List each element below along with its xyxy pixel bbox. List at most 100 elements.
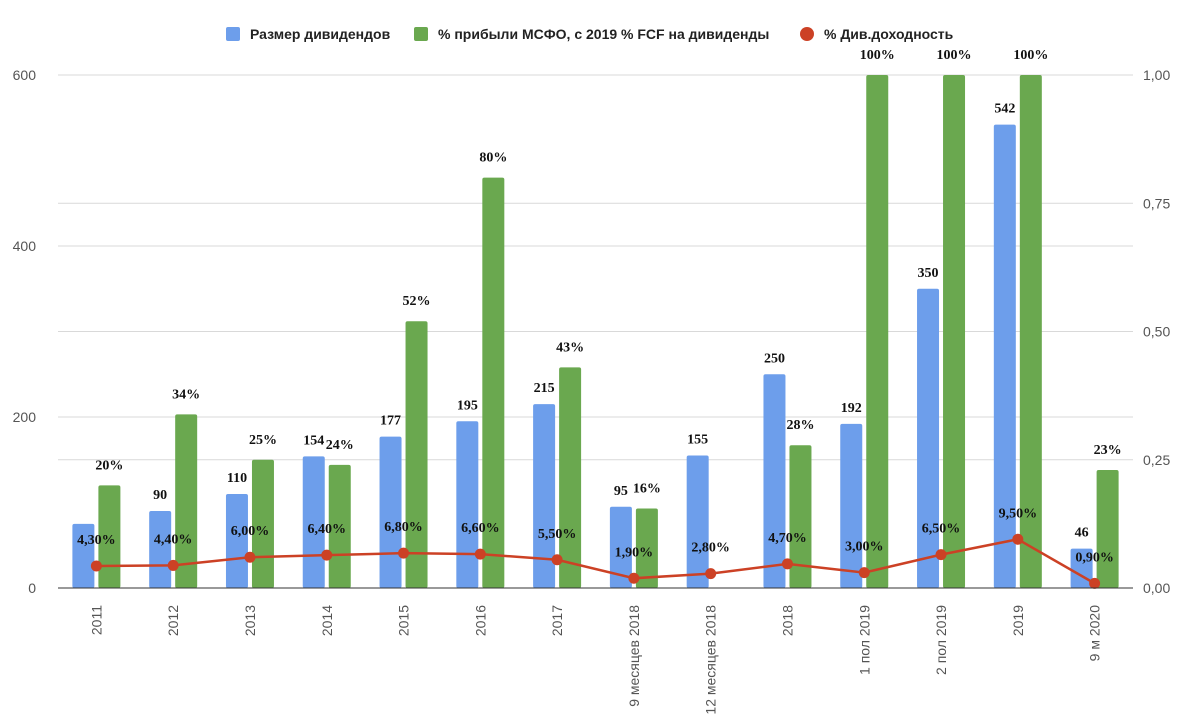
data-label-profit-share: 25%: [249, 433, 277, 448]
data-label-yield: 6,60%: [461, 521, 500, 536]
data-label-dividend: 177: [380, 414, 401, 429]
legend-swatch: [226, 27, 240, 41]
legend: Размер дивидендов % прибыли МСФО, с 2019 …: [226, 26, 954, 42]
data-label-yield: 1,90%: [615, 545, 654, 560]
data-label-yield: 6,80%: [384, 520, 423, 535]
data-label-yield: 4,40%: [154, 532, 193, 547]
y-right-tick-label: 1,00: [1143, 67, 1170, 83]
x-category-label: 2 пол 2019: [933, 605, 949, 675]
yield-point: [167, 559, 179, 571]
data-label-yield: 6,50%: [922, 522, 961, 537]
data-label-dividend: 90: [153, 488, 167, 503]
data-label-dividend: 110: [227, 471, 247, 486]
x-category-label: 2013: [242, 605, 258, 636]
yield-point: [1012, 533, 1024, 545]
data-label-dividend: 215: [534, 381, 555, 396]
bar-profit-share: [635, 508, 658, 588]
data-label-yield: 6,40%: [308, 522, 347, 537]
bar-dividend-size: [840, 423, 863, 588]
data-label-dividend: 155: [687, 432, 708, 447]
x-category-label: 9 м 2020: [1087, 605, 1103, 662]
bar-profit-share: [175, 414, 198, 588]
bar-profit-share: [789, 445, 812, 588]
yield-point: [398, 547, 410, 559]
bar-dividend-size: [609, 506, 632, 588]
x-category-label: 9 месяцев 2018: [626, 605, 642, 707]
y-left-tick-label: 600: [13, 67, 37, 83]
yield-point: [474, 548, 486, 560]
data-label-dividend: 192: [841, 401, 862, 416]
bar-dividend-size: [686, 455, 709, 588]
bar-dividend-size: [72, 523, 95, 588]
y-right-tick-label: 0,25: [1143, 452, 1170, 468]
x-category-label: 2014: [319, 605, 335, 636]
bar-dividend-size: [993, 124, 1016, 588]
y-left-tick-label: 200: [13, 409, 37, 425]
data-label-dividend: 46: [1075, 526, 1089, 541]
yield-line: [96, 537, 1096, 585]
data-label-profit-share: 80%: [479, 151, 507, 166]
labels-layer: 20% 90 34% 110 25% 154 24% 177 52% 195 80% 215 43% 95…: [77, 48, 1121, 565]
x-category-label: 1 пол 2019: [856, 605, 872, 675]
x-category-label: 2017: [549, 605, 565, 636]
y-left-tick-label: 400: [13, 238, 37, 254]
data-label-profit-share: 20%: [95, 458, 123, 473]
bar-profit-share: [328, 464, 351, 588]
bar-dividend-size: [763, 374, 786, 588]
bars-layer: [72, 75, 1119, 588]
data-label-yield: 3,00%: [845, 540, 884, 555]
data-label-yield: 4,30%: [77, 533, 116, 548]
grid-layer: [58, 74, 1133, 461]
data-label-profit-share: 16%: [633, 481, 661, 496]
yield-point: [935, 549, 947, 561]
data-label-yield: 2,80%: [691, 541, 730, 556]
data-label-yield: 5,50%: [538, 527, 577, 542]
x-category-label: 12 месяцев 2018: [703, 605, 719, 715]
x-category-label: 2019: [1010, 605, 1026, 636]
data-label-profit-share: 43%: [556, 340, 584, 355]
x-category-label: 2011: [88, 605, 104, 635]
bar-profit-share: [98, 485, 121, 588]
data-label-yield: 9,50%: [999, 506, 1038, 521]
bar-profit-share: [405, 321, 428, 588]
legend-swatch: [414, 27, 428, 41]
data-label-yield: 0,90%: [1075, 550, 1114, 565]
bar-dividend-size: [533, 404, 556, 588]
data-label-profit-share: 100%: [1013, 48, 1048, 63]
data-label-yield: 6,00%: [231, 524, 270, 539]
data-label-dividend: 250: [764, 351, 785, 366]
line-layer: [90, 533, 1101, 589]
yield-point: [705, 568, 717, 580]
yield-point: [1089, 577, 1101, 589]
data-label-profit-share: 100%: [937, 48, 972, 63]
x-category-label: 2015: [396, 605, 412, 636]
yield-point: [321, 549, 333, 561]
legend-label: % прибыли МСФО, с 2019 % FCF на дивиденд…: [438, 26, 769, 42]
data-label-dividend: 95: [614, 484, 628, 499]
data-label-dividend: 195: [457, 398, 478, 413]
x-category-label: 2018: [779, 605, 795, 636]
bar-dividend-size: [149, 511, 172, 588]
legend-swatch: [800, 27, 814, 41]
yield-point: [551, 554, 563, 566]
bar-profit-share: [559, 367, 582, 588]
bar-dividend-size: [456, 421, 479, 588]
bar-dividend-size: [379, 436, 402, 588]
y-left-tick-label: 0: [28, 580, 36, 596]
legend-label: % Див.доходность: [824, 26, 954, 42]
y-right-tick-label: 0,50: [1143, 324, 1170, 340]
x-category-label: 2016: [472, 605, 488, 636]
data-label-profit-share: 100%: [860, 48, 895, 63]
yield-point: [858, 567, 870, 579]
bar-dividend-size: [225, 493, 248, 588]
data-label-profit-share: 28%: [786, 418, 814, 433]
data-label-profit-share: 24%: [326, 438, 354, 453]
yield-point: [628, 572, 640, 584]
yield-point: [781, 558, 793, 570]
bar-profit-share: [943, 75, 966, 588]
y-right-tick-label: 0,00: [1143, 580, 1170, 596]
data-label-dividend: 350: [918, 266, 939, 281]
data-label-profit-share: 34%: [172, 387, 200, 402]
bar-profit-share: [1096, 470, 1119, 588]
